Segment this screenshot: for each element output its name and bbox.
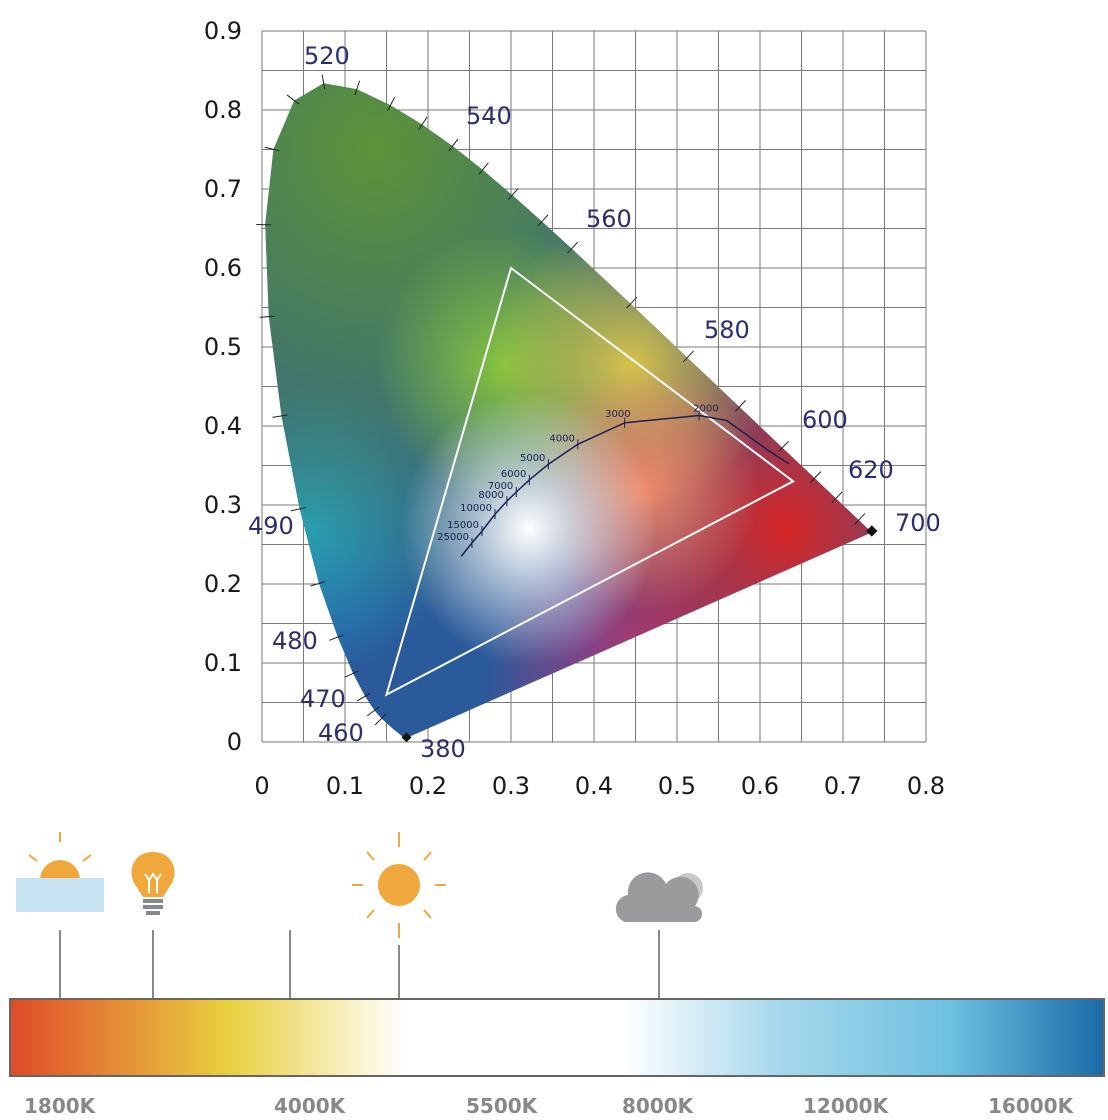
locus-tick	[354, 80, 361, 96]
y-tick-label: 0.8	[204, 96, 242, 124]
wavelength-label: 480	[272, 627, 318, 655]
gamut-triangle	[384, 266, 796, 697]
wavelength-label: 700	[895, 509, 941, 537]
locus-tick	[567, 241, 579, 254]
temperature-label: 6000	[501, 469, 526, 480]
locus-tick	[356, 692, 371, 702]
locus-tick	[734, 400, 746, 412]
locus-tick	[508, 187, 519, 200]
kelvin-label: 12000K	[803, 1094, 890, 1118]
light-bulb-icon	[131, 852, 175, 915]
temperature-label: 7000	[488, 481, 513, 492]
wavelength-label: 460	[318, 719, 364, 747]
locus-tick	[626, 296, 638, 309]
wavelength-label: 580	[704, 316, 750, 344]
temperature-label: 10000	[460, 503, 492, 514]
kelvin-labels: 1800K 4000K 5500K 8000K 12000K 16000K	[24, 1094, 1075, 1118]
locus-tick	[290, 507, 306, 512]
locus-tick	[448, 138, 459, 152]
kelvin-label: 8000K	[622, 1094, 695, 1118]
y-tick-label: 0.9	[204, 17, 242, 45]
temperature-label: 25000	[437, 532, 469, 543]
locus-tick	[344, 670, 359, 678]
sun-icon	[352, 832, 446, 938]
temperature-label: 3000	[605, 409, 630, 420]
wavelength-label: 620	[848, 456, 894, 484]
locus-tick	[777, 440, 789, 453]
locus-tick	[682, 350, 694, 363]
x-tick-label: 0.5	[658, 772, 696, 800]
locus-tick	[374, 713, 387, 726]
locus-tick	[286, 94, 300, 105]
crescent-moon-icon	[264, 870, 313, 921]
x-tick-label: 0.8	[907, 772, 945, 800]
temperature-icons	[16, 832, 703, 938]
temperature-label: 2000	[693, 403, 718, 414]
wavelength-label: 380	[420, 735, 466, 763]
kelvin-label: 5500K	[466, 1094, 539, 1118]
locus-tick	[418, 116, 428, 130]
locus-ticks	[256, 74, 878, 743]
locus-tick	[329, 634, 344, 641]
x-tick-label: 0.6	[741, 772, 779, 800]
kelvin-label: 4000K	[274, 1094, 347, 1118]
kelvin-label: 16000K	[988, 1094, 1075, 1118]
planckian-curve	[460, 414, 790, 557]
wavelength-label: 520	[304, 42, 350, 70]
locus-tick	[264, 146, 280, 152]
temperature-label: 4000	[549, 433, 574, 444]
locus-end-marker	[866, 525, 878, 537]
locus-tick	[366, 706, 380, 717]
y-tick-label: 0.3	[204, 491, 242, 519]
locus-tick	[321, 74, 326, 90]
x-tick-label: 0.3	[492, 772, 530, 800]
x-tick-label: 0.1	[326, 772, 364, 800]
wavelength-label: 560	[586, 205, 632, 233]
y-tick-label: 0.5	[204, 333, 242, 361]
locus-tick	[310, 581, 325, 587]
wavelength-label: 490	[248, 512, 294, 540]
kelvin-label: 1800K	[24, 1094, 97, 1118]
wavelength-label: 470	[300, 685, 346, 713]
y-tick-label: 0.6	[204, 254, 242, 282]
y-tick-label: 0	[227, 728, 242, 756]
locus-tick	[854, 513, 866, 525]
cloud-icon	[615, 872, 703, 923]
wavelength-label: 540	[466, 102, 512, 130]
x-tick-label: 0.2	[409, 772, 447, 800]
x-tick-label: 0	[254, 772, 269, 800]
locus-tick	[831, 491, 843, 504]
locus-tick	[478, 162, 489, 175]
locus-tick	[810, 471, 822, 483]
wavelength-label: 600	[802, 406, 848, 434]
locus-tick	[272, 414, 288, 418]
x-axis-ticks: 0 0.1 0.2 0.3 0.4 0.5 0.6 0.7 0.8	[254, 772, 945, 800]
temperature-label: 5000	[520, 453, 545, 464]
y-axis-ticks: 0 0.1 0.2 0.3 0.4 0.5 0.6 0.7 0.8 0.9	[204, 17, 242, 756]
locus-tick	[387, 97, 396, 111]
sunrise-icon	[16, 832, 104, 912]
y-tick-label: 0.7	[204, 175, 242, 203]
temperature-label: 8000	[478, 490, 503, 501]
x-tick-label: 0.7	[824, 772, 862, 800]
temperature-label: 15000	[447, 520, 479, 531]
locus-tick	[537, 214, 549, 227]
y-tick-label: 0.2	[204, 570, 242, 598]
locus-tick	[259, 315, 275, 318]
y-tick-label: 0.4	[204, 412, 242, 440]
x-tick-label: 0.4	[575, 772, 613, 800]
color-temperature-bar	[9, 998, 1105, 1077]
y-tick-label: 0.1	[204, 649, 242, 677]
